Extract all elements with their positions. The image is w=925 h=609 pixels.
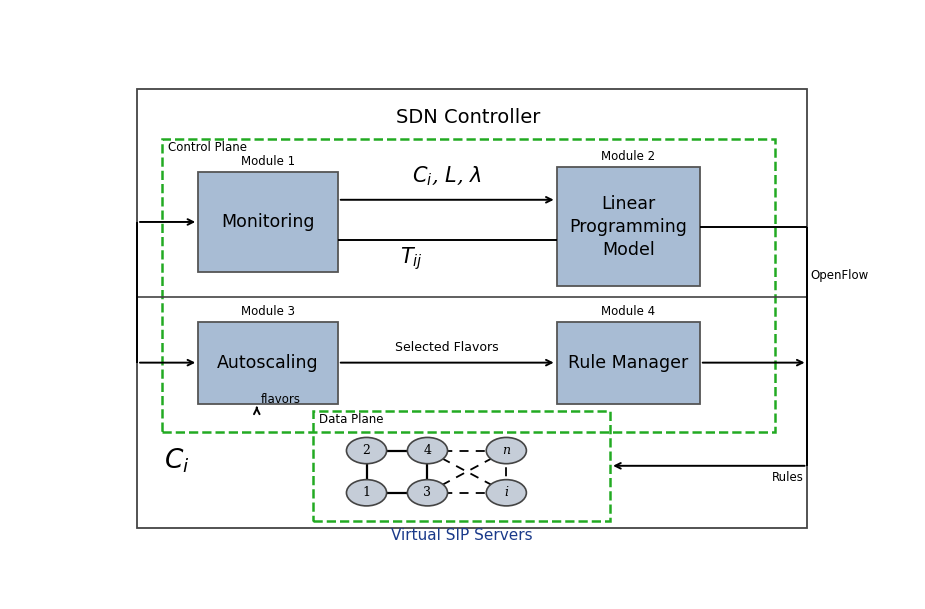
Text: 2: 2 <box>363 444 371 457</box>
Circle shape <box>487 437 526 463</box>
Text: $T_{ij}$: $T_{ij}$ <box>400 245 423 272</box>
Bar <box>198 172 338 272</box>
Bar <box>557 167 700 286</box>
Text: Module 4: Module 4 <box>601 305 655 318</box>
Text: Control Plane: Control Plane <box>168 141 247 154</box>
Text: Rules: Rules <box>772 471 804 484</box>
Text: SDN Controller: SDN Controller <box>397 108 541 127</box>
Bar <box>557 322 700 404</box>
Text: 4: 4 <box>424 444 431 457</box>
Text: Autoscaling: Autoscaling <box>217 354 319 371</box>
Text: OpenFlow: OpenFlow <box>810 269 869 283</box>
Text: flavors: flavors <box>260 393 301 406</box>
Circle shape <box>487 480 526 506</box>
Bar <box>198 322 338 404</box>
Text: Module 3: Module 3 <box>240 305 295 318</box>
Bar <box>313 410 610 521</box>
Text: $C_i$, $L$, $\lambda$: $C_i$, $L$, $\lambda$ <box>413 165 482 188</box>
Text: 3: 3 <box>424 486 431 499</box>
Text: Linear
Programming
Model: Linear Programming Model <box>569 195 687 259</box>
Text: $C_i$: $C_i$ <box>164 447 190 476</box>
Text: Module 2: Module 2 <box>601 150 655 163</box>
Text: Selected Flavors: Selected Flavors <box>395 341 499 354</box>
Text: i: i <box>504 486 509 499</box>
Bar <box>162 139 775 432</box>
Circle shape <box>407 437 448 463</box>
Circle shape <box>347 437 387 463</box>
Text: Module 1: Module 1 <box>240 155 295 168</box>
Text: Data Plane: Data Plane <box>318 413 383 426</box>
Text: 1: 1 <box>363 486 371 499</box>
Text: Rule Manager: Rule Manager <box>568 354 688 371</box>
Text: Virtual SIP Servers: Virtual SIP Servers <box>390 528 532 543</box>
Text: n: n <box>502 444 511 457</box>
Text: Monitoring: Monitoring <box>221 213 314 231</box>
Circle shape <box>347 480 387 506</box>
Circle shape <box>407 480 448 506</box>
